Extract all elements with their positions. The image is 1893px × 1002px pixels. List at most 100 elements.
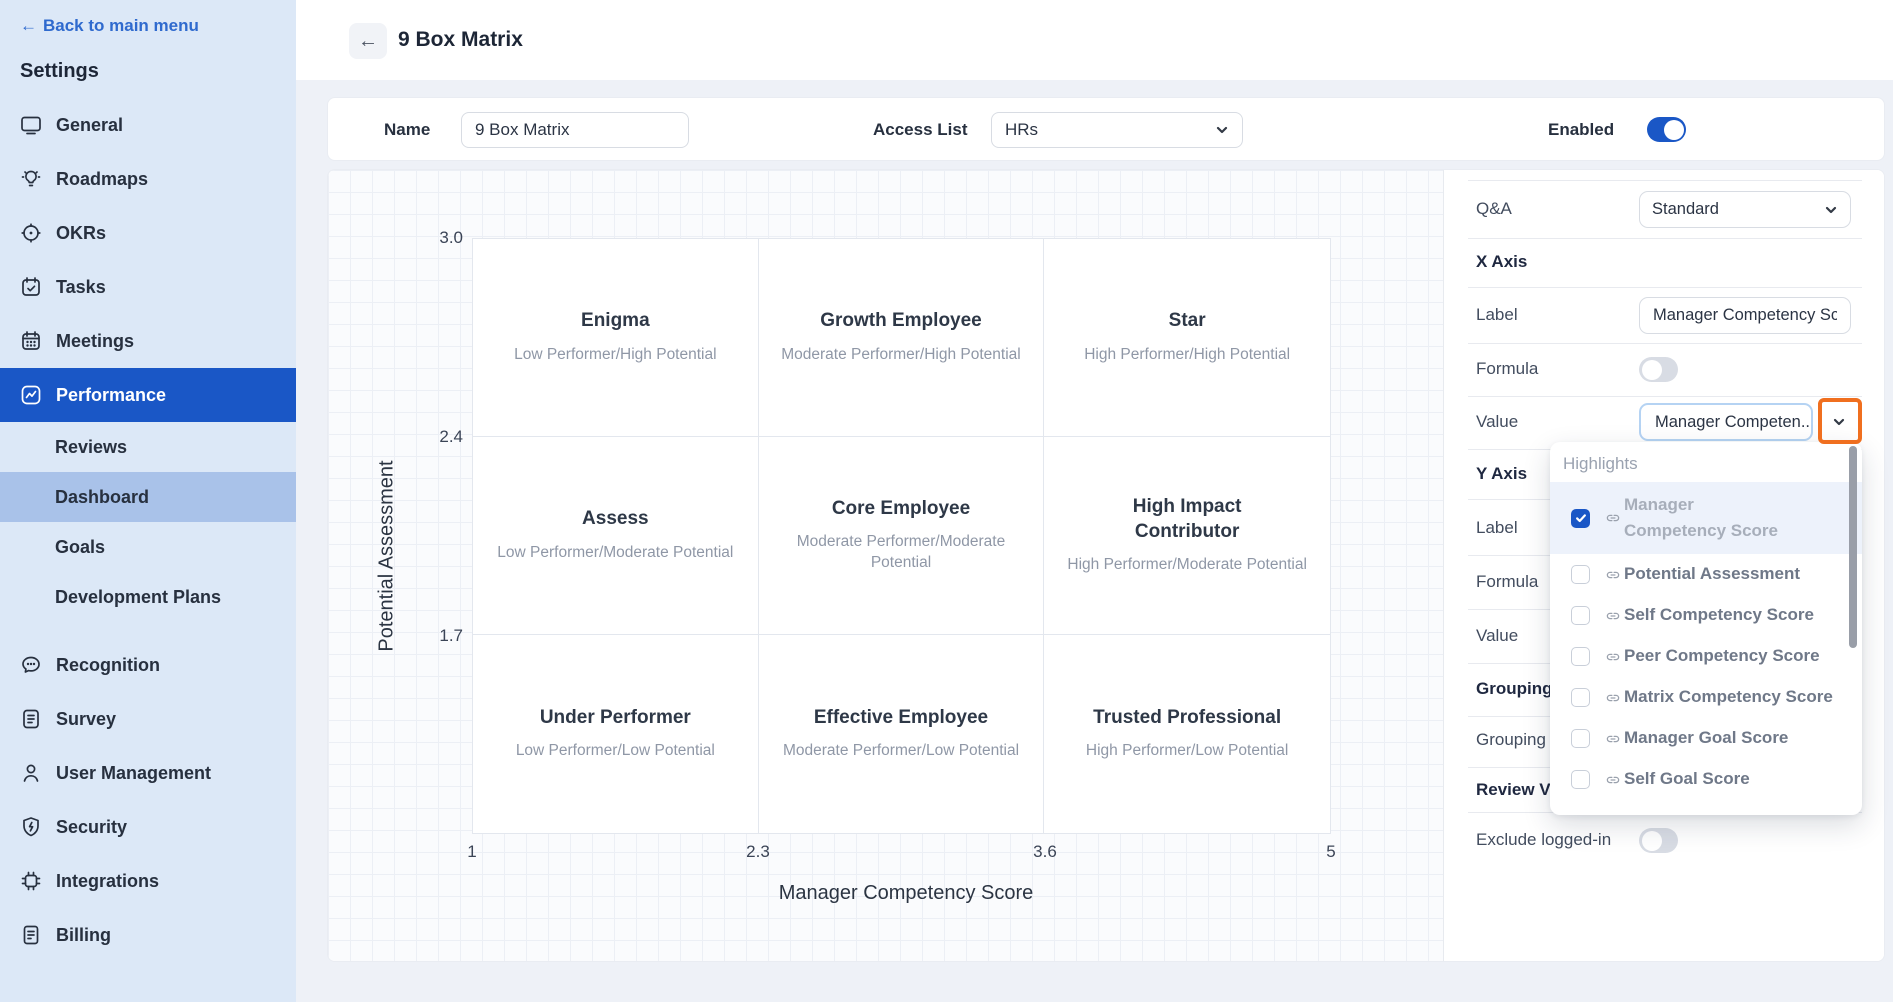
sidebar: ← Back to main menu Settings General Road… (0, 0, 296, 1002)
dropdown-item-manager-competency-score[interactable]: Manager Competency Score (1550, 482, 1862, 554)
left-arrow-icon: ← (20, 16, 37, 35)
grouping-label: Grouping (1476, 730, 1546, 749)
checkbox-unchecked[interactable] (1571, 565, 1590, 584)
matrix-cell-effective-employee: Effective Employee Moderate Performer/Low… (758, 635, 1045, 833)
matrix-cell-trusted-professional: Trusted Professional High Performer/Low P… (1044, 635, 1330, 833)
dropdown-item-potential-assessment[interactable]: Potential Assessment (1550, 554, 1862, 595)
back-button[interactable]: ← (349, 23, 387, 59)
y-axis-title: Potential Assessment (375, 460, 398, 652)
calendar-check-icon (22, 277, 40, 296)
sidebar-item-tasks[interactable]: Tasks (0, 260, 296, 314)
name-label: Name (384, 120, 431, 139)
x-value-row: Manager Competen... (1444, 403, 1884, 441)
access-list-select[interactable]: HRs (991, 112, 1243, 148)
x-tick: 1 (467, 842, 477, 861)
name-input[interactable] (461, 112, 689, 148)
sidebar-item-billing[interactable]: Billing (0, 908, 296, 962)
nine-box-chart-area: 3.0 2.4 1.7 1 2.3 3.6 5 Manager Competen… (328, 170, 1444, 961)
y-tick: 1.7 (439, 626, 463, 645)
sidebar-item-goals[interactable]: Goals (55, 536, 106, 557)
sidebar-nav: General Roadmaps OKRs Tasks Meetings Per… (0, 98, 296, 962)
sidebar-item-general[interactable]: General (0, 98, 296, 152)
dropdown-item-peer-competency-score[interactable]: Peer Competency Score (1550, 636, 1862, 677)
sidebar-item-recognition[interactable]: Recognition (0, 638, 296, 692)
checkbox-checked[interactable] (1571, 508, 1590, 528)
sidebar-item-performance[interactable]: Performance (0, 368, 296, 422)
sidebar-item-dashboard[interactable]: Dashboard (0, 472, 296, 522)
sidebar-item-okrs[interactable]: OKRs (0, 206, 296, 260)
sidebar-item-integrations[interactable]: Integrations (0, 854, 296, 908)
shield-icon (23, 817, 39, 837)
x-tick: 5 (1326, 842, 1336, 861)
dropdown-item-matrix-competency-score[interactable]: Matrix Competency Score (1550, 677, 1862, 718)
checkbox-unchecked[interactable] (1571, 729, 1590, 748)
dropdown-scrollbar[interactable] (1849, 446, 1857, 648)
page-header: ← 9 Box Matrix (296, 0, 1893, 80)
user-icon (23, 764, 39, 782)
page-title: 9 Box Matrix (398, 28, 523, 51)
matrix-cell-under-performer: Under Performer Low Performer/Low Potenti… (473, 635, 759, 833)
matrix-cell-growth-employee: Growth Employee Moderate Performer/High P… (758, 239, 1045, 437)
sidebar-item-roadmaps[interactable]: Roadmaps (0, 152, 296, 206)
dropdown-item-self-competency-score[interactable]: Self Competency Score (1550, 595, 1862, 636)
link-icon (1606, 571, 1620, 578)
qa-select[interactable]: Standard (1639, 191, 1851, 228)
link-icon (1606, 694, 1620, 701)
x-axis-title: Manager Competency Score (778, 882, 1034, 904)
sidebar-item-development-plans[interactable]: Development Plans (55, 586, 222, 607)
matrix-cell-assess: Assess Low Performer/Moderate Potential (473, 437, 759, 635)
dropdown-item-self-goal-score[interactable]: Self Goal Score (1550, 759, 1862, 800)
link-icon (1606, 653, 1620, 660)
y-tick: 3.0 (439, 228, 463, 247)
x-label-input[interactable] (1639, 297, 1851, 334)
exclude-logged-in-toggle[interactable] (1639, 828, 1678, 853)
x-axis-section-header: X Axis (1476, 252, 1528, 271)
grouping-section-header: Grouping (1476, 679, 1553, 698)
invoice-icon (23, 925, 39, 945)
x-value-select[interactable]: Manager Competen... (1639, 403, 1813, 441)
dropdown-item-manager-goal-score[interactable]: Manager Goal Score (1550, 718, 1862, 759)
enabled-label: Enabled (1548, 120, 1615, 139)
matrix-cell-high-impact-contributor: High Impact Contributor High Performer/Mo… (1044, 437, 1330, 635)
sidebar-item-survey[interactable]: Survey (0, 692, 296, 746)
checkbox-unchecked[interactable] (1571, 770, 1590, 789)
y-axis-section-header: Y Axis (1476, 464, 1528, 483)
x-tick: 2.3 (746, 842, 770, 861)
sidebar-item-reviews[interactable]: Reviews (55, 436, 128, 457)
exclude-logged-in-label: Exclude logged-in (1476, 830, 1612, 849)
x-formula-toggle[interactable] (1639, 357, 1678, 382)
highlights-dropdown: Highlights Manager Competency Score Pote… (1550, 442, 1862, 815)
x-value-dropdown-button[interactable] (1828, 403, 1850, 441)
x-value-label: Value (1476, 412, 1519, 431)
qa-label: Q&A (1476, 199, 1512, 218)
y-label-label: Label (1476, 518, 1518, 537)
survey-list-icon (23, 709, 39, 729)
matrix-cell-star: Star High Performer/High Potential (1044, 239, 1330, 437)
calendar-icon (22, 331, 40, 350)
link-icon (1606, 514, 1620, 522)
matrix-cell-core-employee: Core Employee Moderate Performer/Moderate… (758, 437, 1045, 635)
checkbox-unchecked[interactable] (1571, 647, 1590, 666)
matrix-cell-enigma: Enigma Low Performer/High Potential (473, 239, 759, 437)
back-to-main-menu-link[interactable]: ← Back to main menu (20, 16, 199, 35)
x-formula-label: Formula (1476, 359, 1539, 378)
y-formula-label: Formula (1476, 572, 1539, 591)
link-icon (1606, 776, 1620, 783)
lightbulb-icon (21, 170, 41, 187)
link-icon (1606, 612, 1620, 619)
left-arrow-icon: ← (358, 29, 378, 52)
sidebar-item-user-management[interactable]: User Management (0, 746, 296, 800)
chevron-down-icon (1216, 126, 1228, 134)
checkbox-unchecked[interactable] (1571, 688, 1590, 707)
chip-icon (21, 871, 41, 891)
chevron-down-icon (1825, 206, 1837, 213)
sidebar-item-security[interactable]: Security (0, 800, 296, 854)
sidebar-title: Settings (20, 60, 99, 82)
sidebar-item-meetings[interactable]: Meetings (0, 314, 296, 368)
checkbox-unchecked[interactable] (1571, 606, 1590, 625)
dropdown-group-header: Highlights (1563, 454, 1638, 473)
enabled-toggle[interactable] (1647, 117, 1686, 142)
x-tick: 3.6 (1033, 842, 1057, 861)
toolbar-card: Name Access List HRs Enabled (327, 97, 1885, 161)
